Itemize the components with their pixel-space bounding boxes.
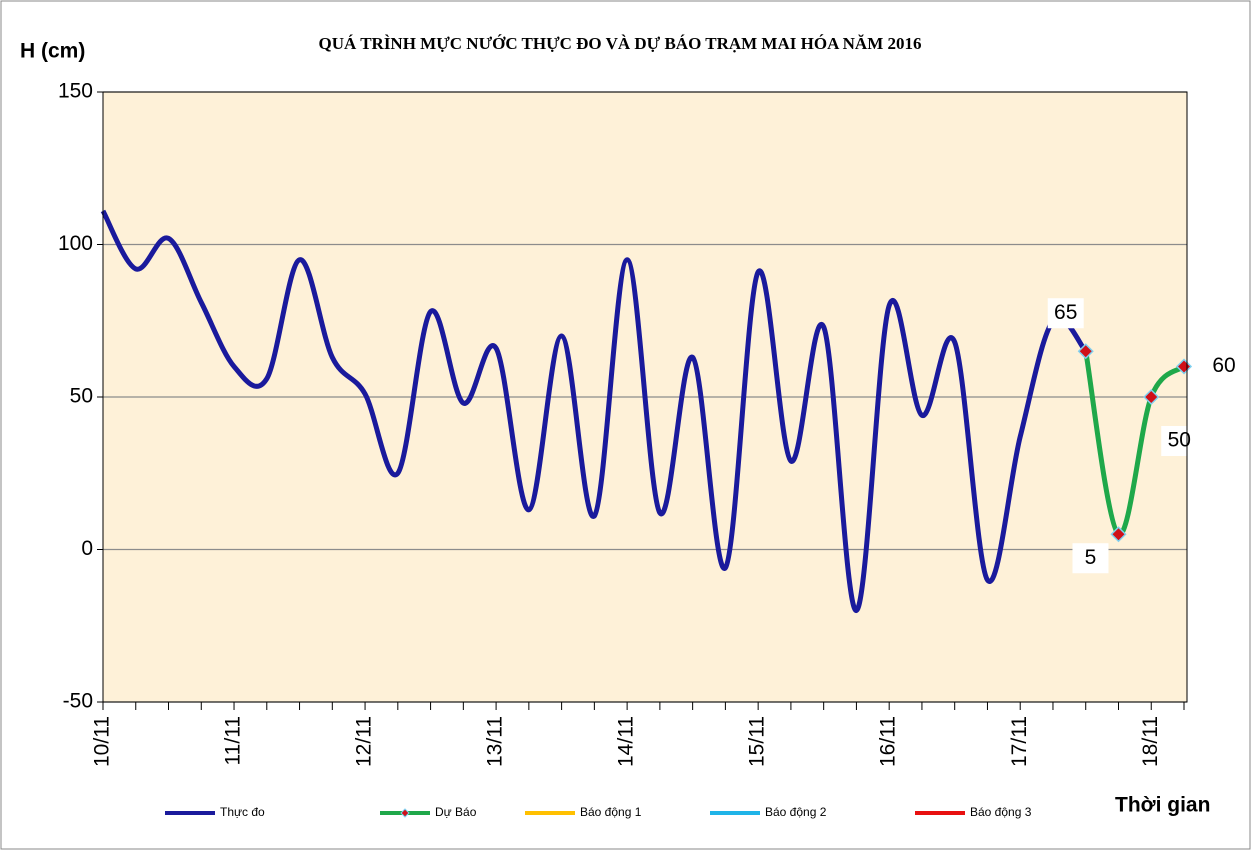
marker — [1110, 526, 1127, 543]
data-label-bg — [1072, 543, 1109, 574]
y-tick-label: 0 — [81, 537, 93, 560]
series-line — [1083, 350, 1186, 537]
x-tick-label: 12/11 — [353, 716, 376, 767]
y-tick-label: 150 — [58, 80, 93, 103]
series-line — [100, 209, 1088, 614]
y-tick-label: 100 — [58, 232, 93, 255]
data-label-bg — [1206, 351, 1242, 382]
legend-label: Báo động 3 — [970, 805, 1032, 819]
data-label: 50 — [1168, 429, 1191, 452]
x-tick-label: 11/11 — [222, 716, 245, 765]
x-tick-label: 15/11 — [746, 716, 769, 767]
legend-marker — [400, 808, 410, 818]
y-tick-label: -50 — [63, 690, 93, 713]
marker — [1077, 343, 1094, 360]
x-axis-label: Thời gian — [1115, 794, 1210, 817]
data-label-bg — [1161, 426, 1198, 456]
marks: 65 5 50 60 — [100, 209, 1242, 614]
chart-title: QUÁ TRÌNH MỰC NƯỚC THỰC ĐO VÀ DỰ BÁO TRẠ… — [318, 34, 921, 53]
data-label: 65 — [1054, 301, 1077, 324]
x-tick-label: 14/11 — [615, 716, 638, 767]
x-tick-label: 18/11 — [1139, 716, 1162, 767]
data-label: 5 — [1085, 546, 1097, 569]
legend-label: Báo động 1 — [580, 805, 642, 819]
plot-border — [102, 91, 1188, 703]
x-tick-label: 17/11 — [1008, 716, 1031, 767]
legend-label: Thực đo — [220, 805, 265, 819]
legend-label: Báo động 2 — [765, 805, 827, 819]
x-tick-label: 16/11 — [877, 716, 900, 767]
y-axis-label: H (cm) — [20, 40, 85, 63]
y-tick-label: 50 — [70, 385, 93, 408]
x-tick-label: 13/11 — [484, 716, 507, 767]
legend-label: Dự Báo — [435, 805, 477, 819]
data-label: 60 — [1212, 354, 1235, 377]
marker — [1143, 388, 1160, 406]
data-label-bg — [1047, 298, 1084, 329]
x-tick-label: 10/11 — [91, 716, 114, 767]
